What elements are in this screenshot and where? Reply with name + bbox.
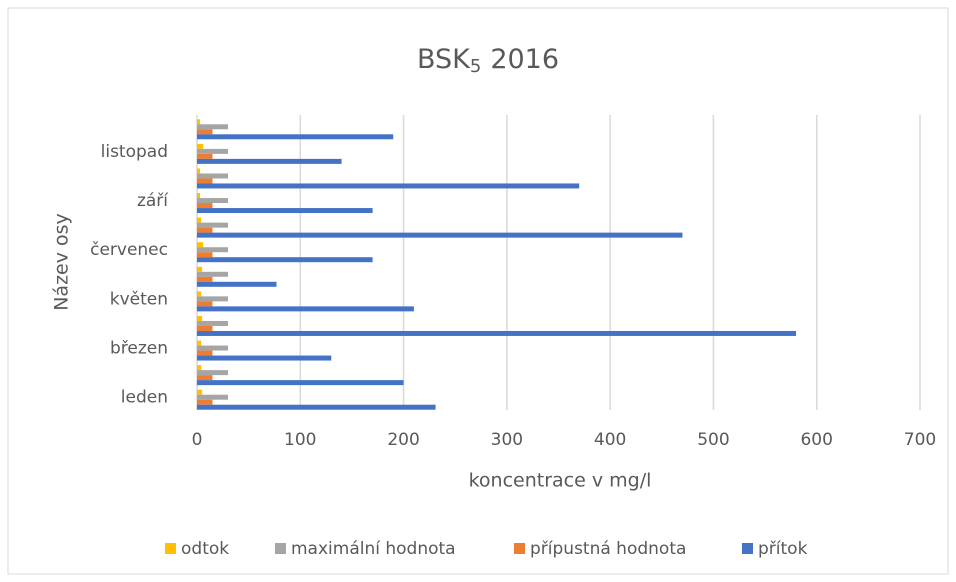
x-axis-label: koncentrace v mg/l <box>469 470 652 492</box>
bar <box>197 330 797 336</box>
bar <box>197 394 228 400</box>
bar <box>197 306 414 312</box>
legend-swatch <box>275 543 286 554</box>
x-tick-label: 500 <box>697 430 729 450</box>
x-tick-label: 0 <box>192 430 203 450</box>
bar <box>197 134 394 140</box>
bar <box>197 276 213 282</box>
bar <box>197 271 228 277</box>
legend-label: maximální hodnota <box>291 539 456 559</box>
bar <box>197 404 436 410</box>
bar <box>197 350 213 356</box>
y-tick-label: červenec <box>90 240 168 260</box>
bar <box>197 124 228 130</box>
bar <box>197 301 213 307</box>
bar <box>197 315 203 321</box>
x-tick-label: 200 <box>387 430 419 450</box>
bar <box>197 242 204 248</box>
bar <box>197 399 213 405</box>
bar <box>197 365 202 371</box>
bar <box>197 345 228 351</box>
bar <box>197 281 277 287</box>
bar <box>197 222 228 228</box>
bar <box>197 208 373 214</box>
title-main: BSK <box>417 44 471 75</box>
x-tick-label: 700 <box>904 430 936 450</box>
x-tick-label: 100 <box>284 430 316 450</box>
legend-label: přítok <box>758 539 808 559</box>
chart-title: BSK5 2016 <box>417 44 559 78</box>
bar <box>197 247 228 253</box>
y-tick-label: listopad <box>101 142 168 162</box>
bar <box>197 168 201 174</box>
y-tick-label: září <box>137 191 169 211</box>
bar <box>197 375 213 381</box>
bar <box>197 129 213 135</box>
bar <box>197 325 213 331</box>
legend-label: přípustná hodnota <box>530 539 686 559</box>
bar <box>197 217 202 223</box>
y-tick-label: leden <box>121 388 168 408</box>
bar <box>197 257 373 263</box>
x-tick-label: 400 <box>594 430 626 450</box>
bar <box>197 355 332 361</box>
legend-label: odtok <box>181 539 229 559</box>
legend-swatch <box>742 543 753 554</box>
bar <box>197 173 228 179</box>
y-tick-label: květen <box>110 289 168 309</box>
title-subscript: 5 <box>470 56 481 77</box>
bar <box>197 252 213 258</box>
bar <box>197 119 201 125</box>
title-suffix: 2016 <box>490 44 559 75</box>
legend-swatch <box>165 543 176 554</box>
bar <box>197 296 228 302</box>
bar <box>197 178 213 184</box>
bar <box>197 158 342 164</box>
bar <box>197 370 228 376</box>
bar <box>197 232 683 238</box>
bar <box>197 153 213 159</box>
bar <box>197 198 228 204</box>
x-tick-label: 600 <box>800 430 832 450</box>
bar <box>197 380 404 386</box>
legend-swatch <box>514 543 525 554</box>
bar <box>197 340 202 346</box>
y-axis-label: Název osy <box>51 213 73 311</box>
x-tick-label: 300 <box>491 430 523 450</box>
bar <box>197 291 202 297</box>
bar <box>197 320 228 326</box>
bar <box>197 148 228 154</box>
bar <box>197 266 203 272</box>
bar <box>197 203 213 209</box>
y-tick-label: březen <box>110 339 168 359</box>
bar <box>197 389 203 395</box>
bar <box>197 227 213 233</box>
chart-frame <box>7 7 949 575</box>
bar <box>197 193 201 199</box>
bar <box>197 143 204 149</box>
bar <box>197 183 580 189</box>
